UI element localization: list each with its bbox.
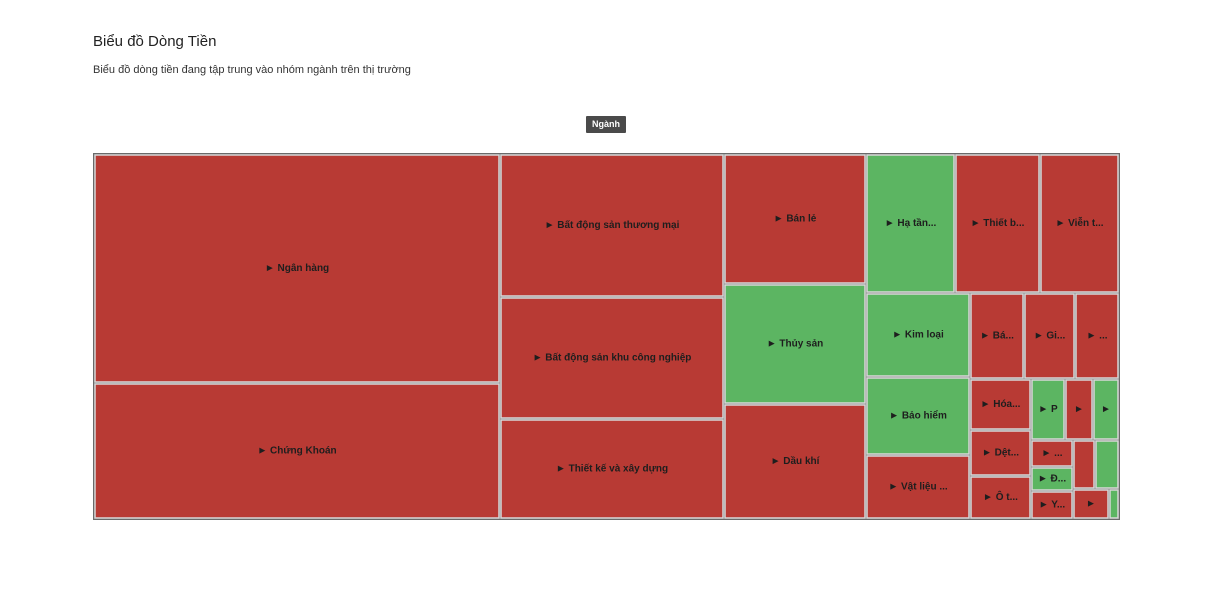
treemap-tile[interactable] <box>724 154 866 284</box>
treemap-tile[interactable] <box>724 284 866 404</box>
treemap-tile[interactable] <box>970 379 1031 430</box>
treemap-node[interactable] <box>1109 489 1119 519</box>
treemap-node[interactable]: ► Bán lẻ <box>724 154 866 284</box>
treemap-tile[interactable] <box>970 476 1031 519</box>
page-title: Biểu đồ Dòng Tiền <box>93 33 217 50</box>
treemap-node[interactable]: ► Ngân hàng <box>94 154 500 383</box>
treemap-node[interactable]: ► Hóa... <box>970 379 1031 430</box>
treemap-node[interactable]: ► <box>1073 489 1109 519</box>
treemap-node[interactable]: ► ... <box>1075 293 1119 379</box>
treemap-node[interactable]: ► Viễn t... <box>1040 154 1119 293</box>
treemap-node[interactable]: ► Bá... <box>970 293 1024 379</box>
treemap-tile[interactable] <box>866 377 970 455</box>
treemap-tile[interactable] <box>500 419 724 519</box>
treemap-node[interactable]: ► Kim loại <box>866 293 970 377</box>
treemap-node[interactable]: ► Ô t... <box>970 476 1031 519</box>
treemap-tile[interactable] <box>94 154 500 383</box>
treemap-level-label[interactable]: Ngành <box>586 116 626 133</box>
treemap-tile[interactable] <box>1073 489 1109 519</box>
treemap-node[interactable]: ► Thiết b... <box>955 154 1040 293</box>
treemap-node[interactable]: ► Hạ tần... <box>866 154 955 293</box>
treemap-node[interactable]: ► Chứng Khoán <box>94 383 500 519</box>
treemap-chart: ► Ngân hàng ► Chứng Khoán ► Bất động sản t… <box>93 153 1120 520</box>
treemap-tile[interactable] <box>970 293 1024 379</box>
treemap-node[interactable]: ► Bảo hiểm <box>866 377 970 455</box>
treemap-tile[interactable] <box>500 297 724 419</box>
treemap-node[interactable]: ► Y... <box>1031 491 1073 519</box>
treemap-tile[interactable] <box>1075 293 1119 379</box>
treemap-tile[interactable] <box>1024 293 1075 379</box>
treemap-tile[interactable] <box>1093 379 1119 440</box>
treemap-node[interactable]: ► Thiết kế và xây dựng <box>500 419 724 519</box>
treemap-tile[interactable] <box>94 383 500 519</box>
treemap-node[interactable]: ► Thủy sản <box>724 284 866 404</box>
treemap-node[interactable]: ► Vật liệu ... <box>866 455 970 519</box>
treemap-node[interactable] <box>1073 440 1095 489</box>
treemap-svg: ► Ngân hàng► Chứng Khoán► Bất động sản t… <box>94 154 1119 519</box>
treemap-tile[interactable] <box>1073 440 1095 489</box>
treemap-node[interactable]: ► ... <box>1031 440 1073 467</box>
treemap-node[interactable]: ► Dầu khí <box>724 404 866 519</box>
treemap-node[interactable]: ► <box>1093 379 1119 440</box>
treemap-tile[interactable] <box>1065 379 1093 440</box>
treemap-tile[interactable] <box>1031 379 1065 440</box>
treemap-node[interactable]: ► <box>1065 379 1093 440</box>
treemap-tile[interactable] <box>866 293 970 377</box>
treemap-tile[interactable] <box>866 154 955 293</box>
treemap-tile[interactable] <box>1040 154 1119 293</box>
treemap-node[interactable]: ► P <box>1031 379 1065 440</box>
treemap-node[interactable]: ► Dệt... <box>970 430 1031 476</box>
treemap-tile[interactable] <box>866 455 970 519</box>
treemap-tile[interactable] <box>1095 440 1119 489</box>
treemap-tile[interactable] <box>500 154 724 297</box>
treemap-node[interactable] <box>1095 440 1119 489</box>
page-subtitle: Biểu đồ dòng tiền đang tập trung vào nhó… <box>93 64 411 76</box>
treemap-node[interactable]: ► Gi... <box>1024 293 1075 379</box>
treemap-tile[interactable] <box>970 430 1031 476</box>
treemap-tile[interactable] <box>1109 489 1119 519</box>
treemap-tile[interactable] <box>724 404 866 519</box>
treemap-node[interactable]: ► Đ... <box>1031 467 1073 491</box>
treemap-tile[interactable] <box>1031 440 1073 467</box>
treemap-node[interactable]: ► Bất động sản thương mại <box>500 154 724 297</box>
treemap-tile[interactable] <box>1031 467 1073 491</box>
treemap-tile[interactable] <box>1031 491 1073 519</box>
treemap-tile[interactable] <box>955 154 1040 293</box>
treemap-node[interactable]: ► Bất động sản khu công nghiệp <box>500 297 724 419</box>
